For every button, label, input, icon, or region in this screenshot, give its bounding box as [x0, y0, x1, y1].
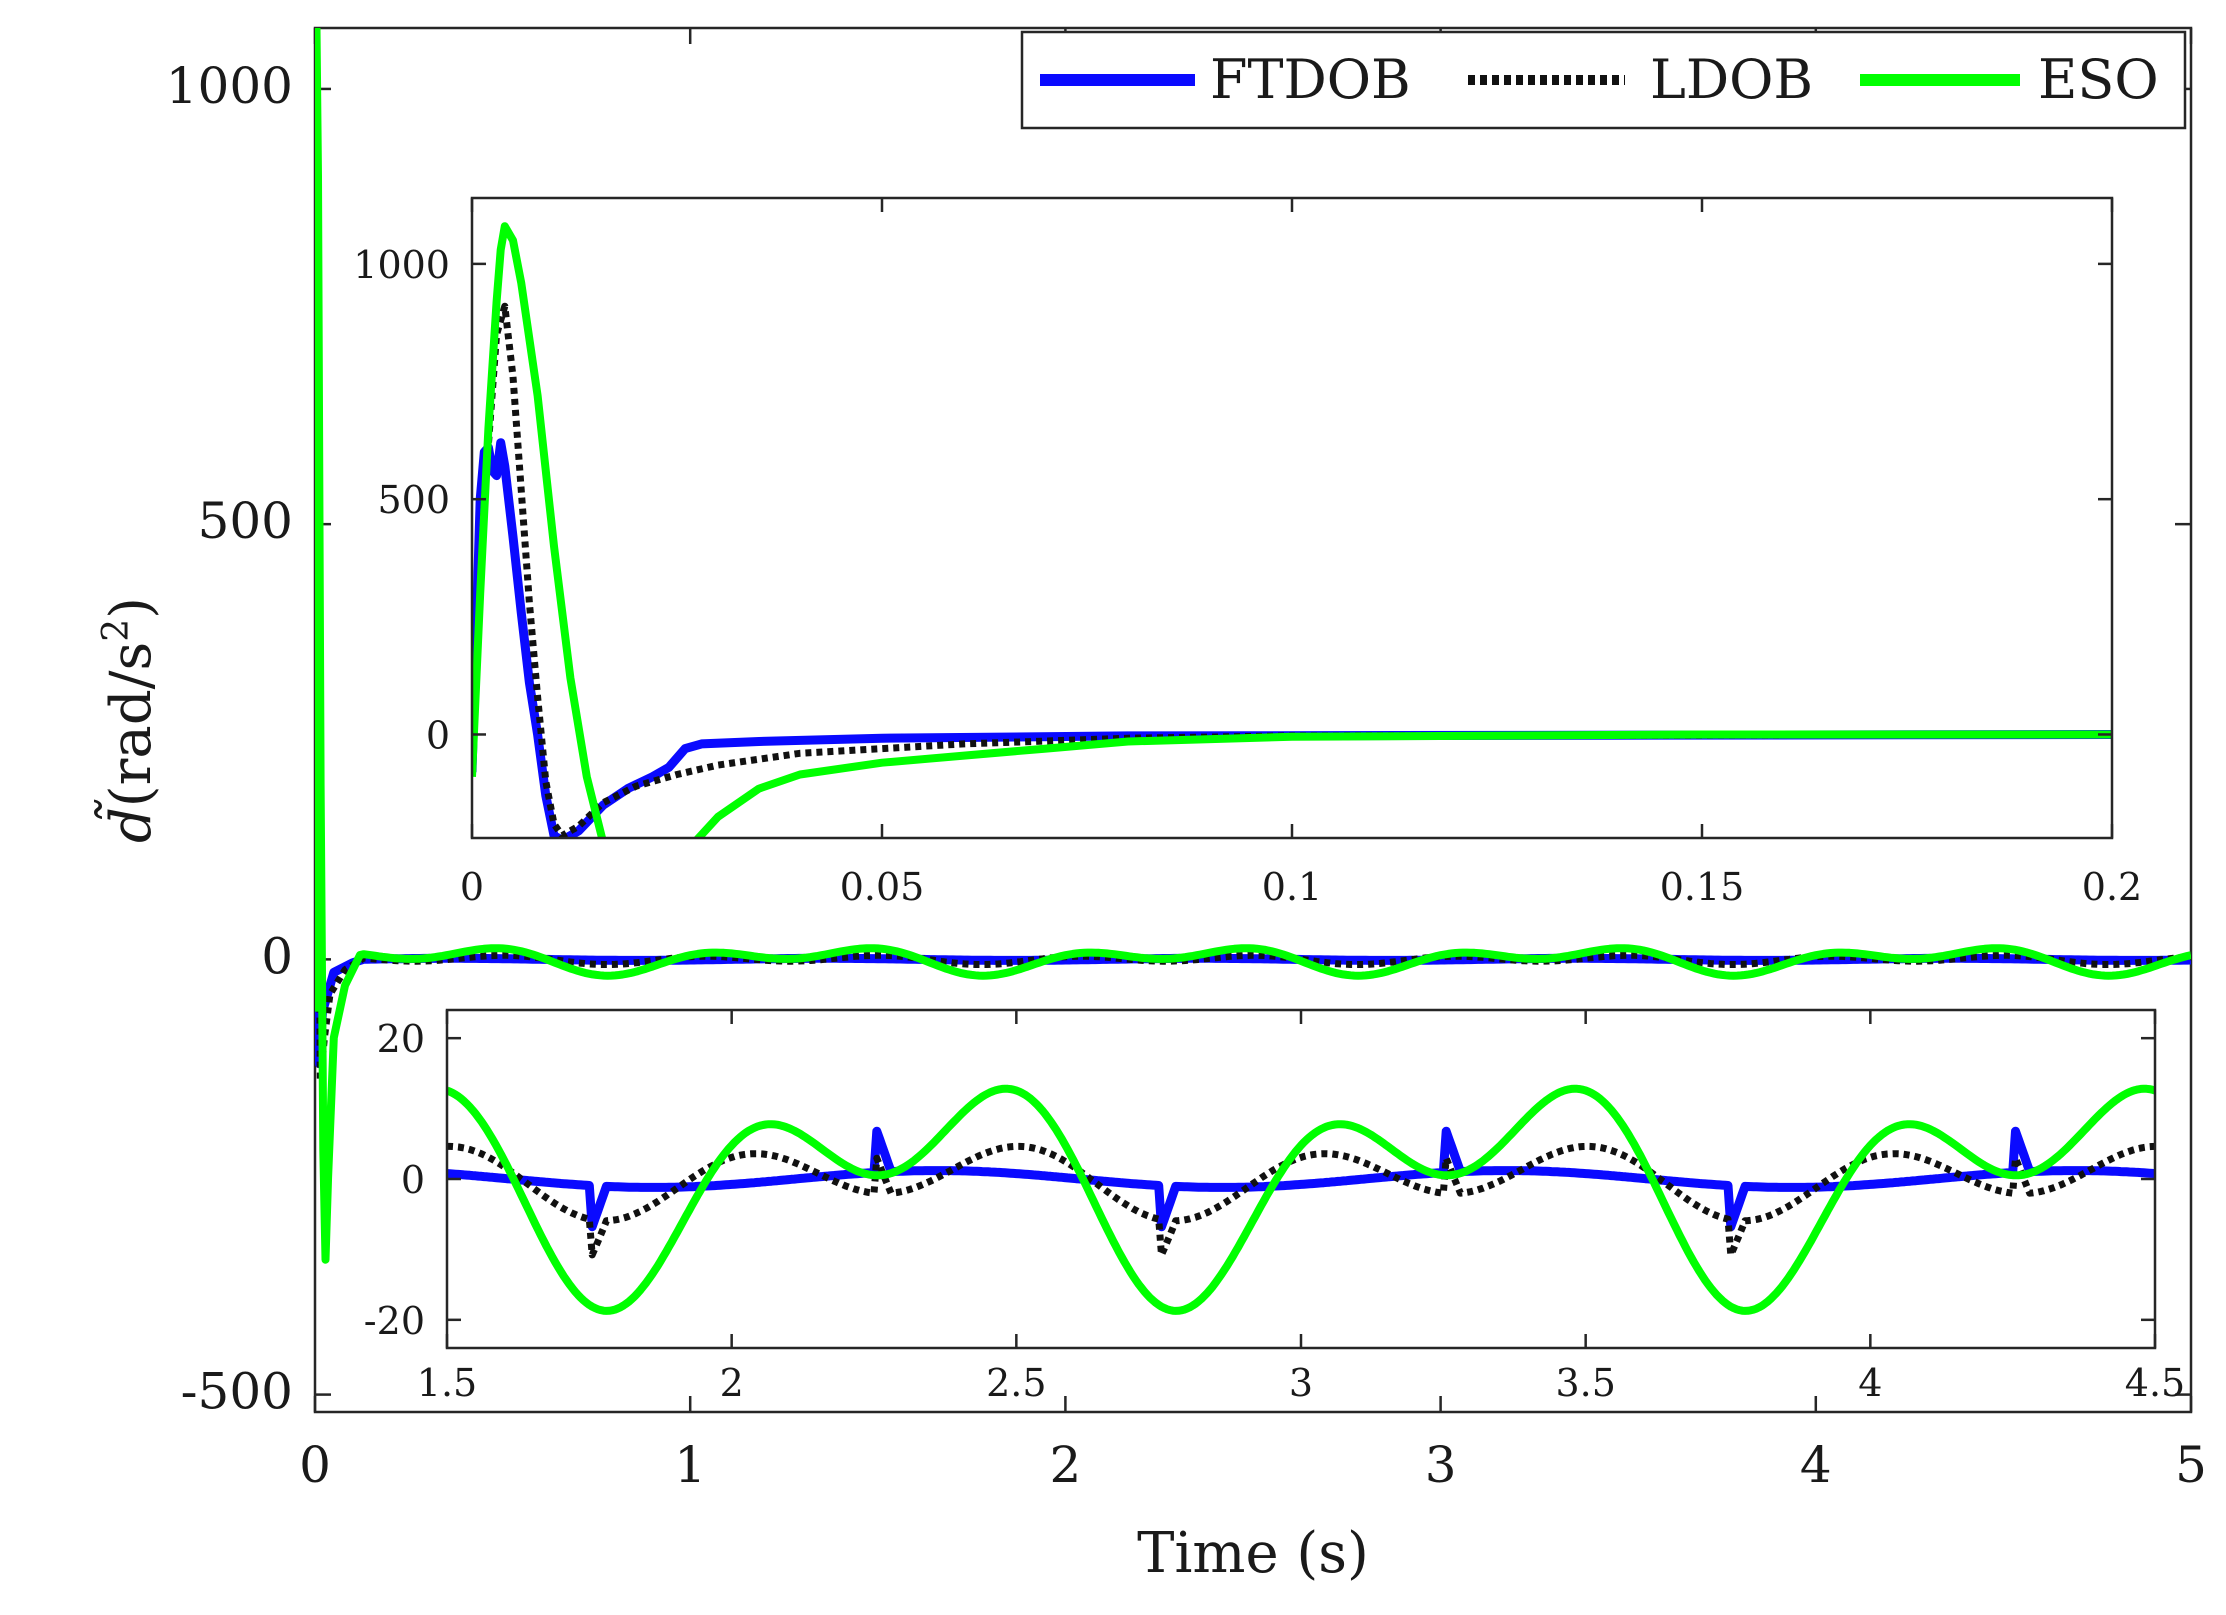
y-tick-label: 0: [401, 1158, 425, 1202]
inset-bottom-ldob-line: [447, 1142, 2155, 1259]
x-axis-title: Time (s): [1137, 1521, 1369, 1586]
x-tick-label: 4.5: [2125, 1361, 2185, 1405]
x-tick-label: 2.5: [986, 1361, 1046, 1405]
main-series-group: [315, 28, 2191, 1264]
y-tick-label: 1000: [353, 243, 450, 287]
y-tick-label: -500: [181, 1363, 293, 1421]
x-tick-label: 3: [1425, 1436, 1457, 1494]
x-tick-label: 0.15: [1660, 865, 1745, 909]
inset-bottom-series-group: [447, 1084, 2155, 1315]
y-tick-label: 20: [377, 1017, 425, 1061]
main-ldob-line: [315, 407, 2191, 1085]
x-tick-label: 3: [1289, 1361, 1313, 1405]
x-tick-label: 1: [674, 1436, 706, 1494]
inset-top-series-group: [472, 222, 2112, 838]
x-tick-label: 2: [1049, 1436, 1081, 1494]
inset-top-axes: 0 0.05 0.1 0.15 0.2 0 500 1000: [353, 196, 2142, 909]
y-tick-label: 0: [261, 927, 293, 985]
inset-bottom-ftdob-line: [447, 1126, 2155, 1232]
x-tick-label: 0: [460, 865, 484, 909]
inset-bottom-axes: 1.5 2 2.5 3 3.5 4 4.5 -20 0 20: [364, 1008, 2185, 1405]
x-tick-label: 4: [1858, 1361, 1882, 1405]
legend-ftdob-label: FTDOB: [1210, 48, 1411, 111]
x-tick-label: 0.05: [840, 865, 925, 909]
inset-bottom-background: [447, 1010, 2155, 1348]
x-tick-label: 0.1: [1262, 865, 1322, 909]
y-axis-title-units: (rad/s: [99, 642, 164, 807]
x-tick-label: 0: [299, 1436, 331, 1494]
y-tick-label: 500: [377, 478, 450, 522]
main-eso-line: [315, 28, 2191, 1264]
inset-top-ticks: 0 0.05 0.1 0.15 0.2 0 500 1000: [353, 198, 2142, 909]
legend-eso-label: ESO: [2038, 48, 2159, 111]
inset-top-eso-line: [472, 222, 2112, 838]
legend-ldob-label: LDOB: [1650, 48, 1813, 111]
x-tick-label: 1.5: [417, 1361, 477, 1405]
y-tick-label: 500: [198, 492, 293, 550]
y-axis-title: d̃(rad/s2): [94, 597, 164, 843]
x-tick-label: 0.2: [2082, 865, 2142, 909]
x-tick-label: 4: [1800, 1436, 1832, 1494]
y-tick-label: 1000: [166, 57, 293, 115]
x-tick-label: 3.5: [1555, 1361, 1615, 1405]
y-tick-label: 0: [426, 713, 450, 757]
x-tick-label: 2: [720, 1361, 744, 1405]
inset-top-ldob-line: [472, 302, 2112, 838]
inset-bottom-eso-line: [447, 1084, 2155, 1315]
inset-bottom-ticks: 1.5 2 2.5 3 3.5 4 4.5 -20 0 20: [364, 1010, 2185, 1405]
y-axis-title-close: ): [99, 597, 164, 619]
y-tick-label: -20: [364, 1299, 425, 1343]
y-axis-title-exponent: 2: [96, 619, 137, 642]
y-axis-title-group: d̃(rad/s2): [94, 597, 164, 843]
legend: FTDOB LDOB ESO: [1020, 30, 2187, 130]
x-tick-label: 5: [2175, 1436, 2207, 1494]
